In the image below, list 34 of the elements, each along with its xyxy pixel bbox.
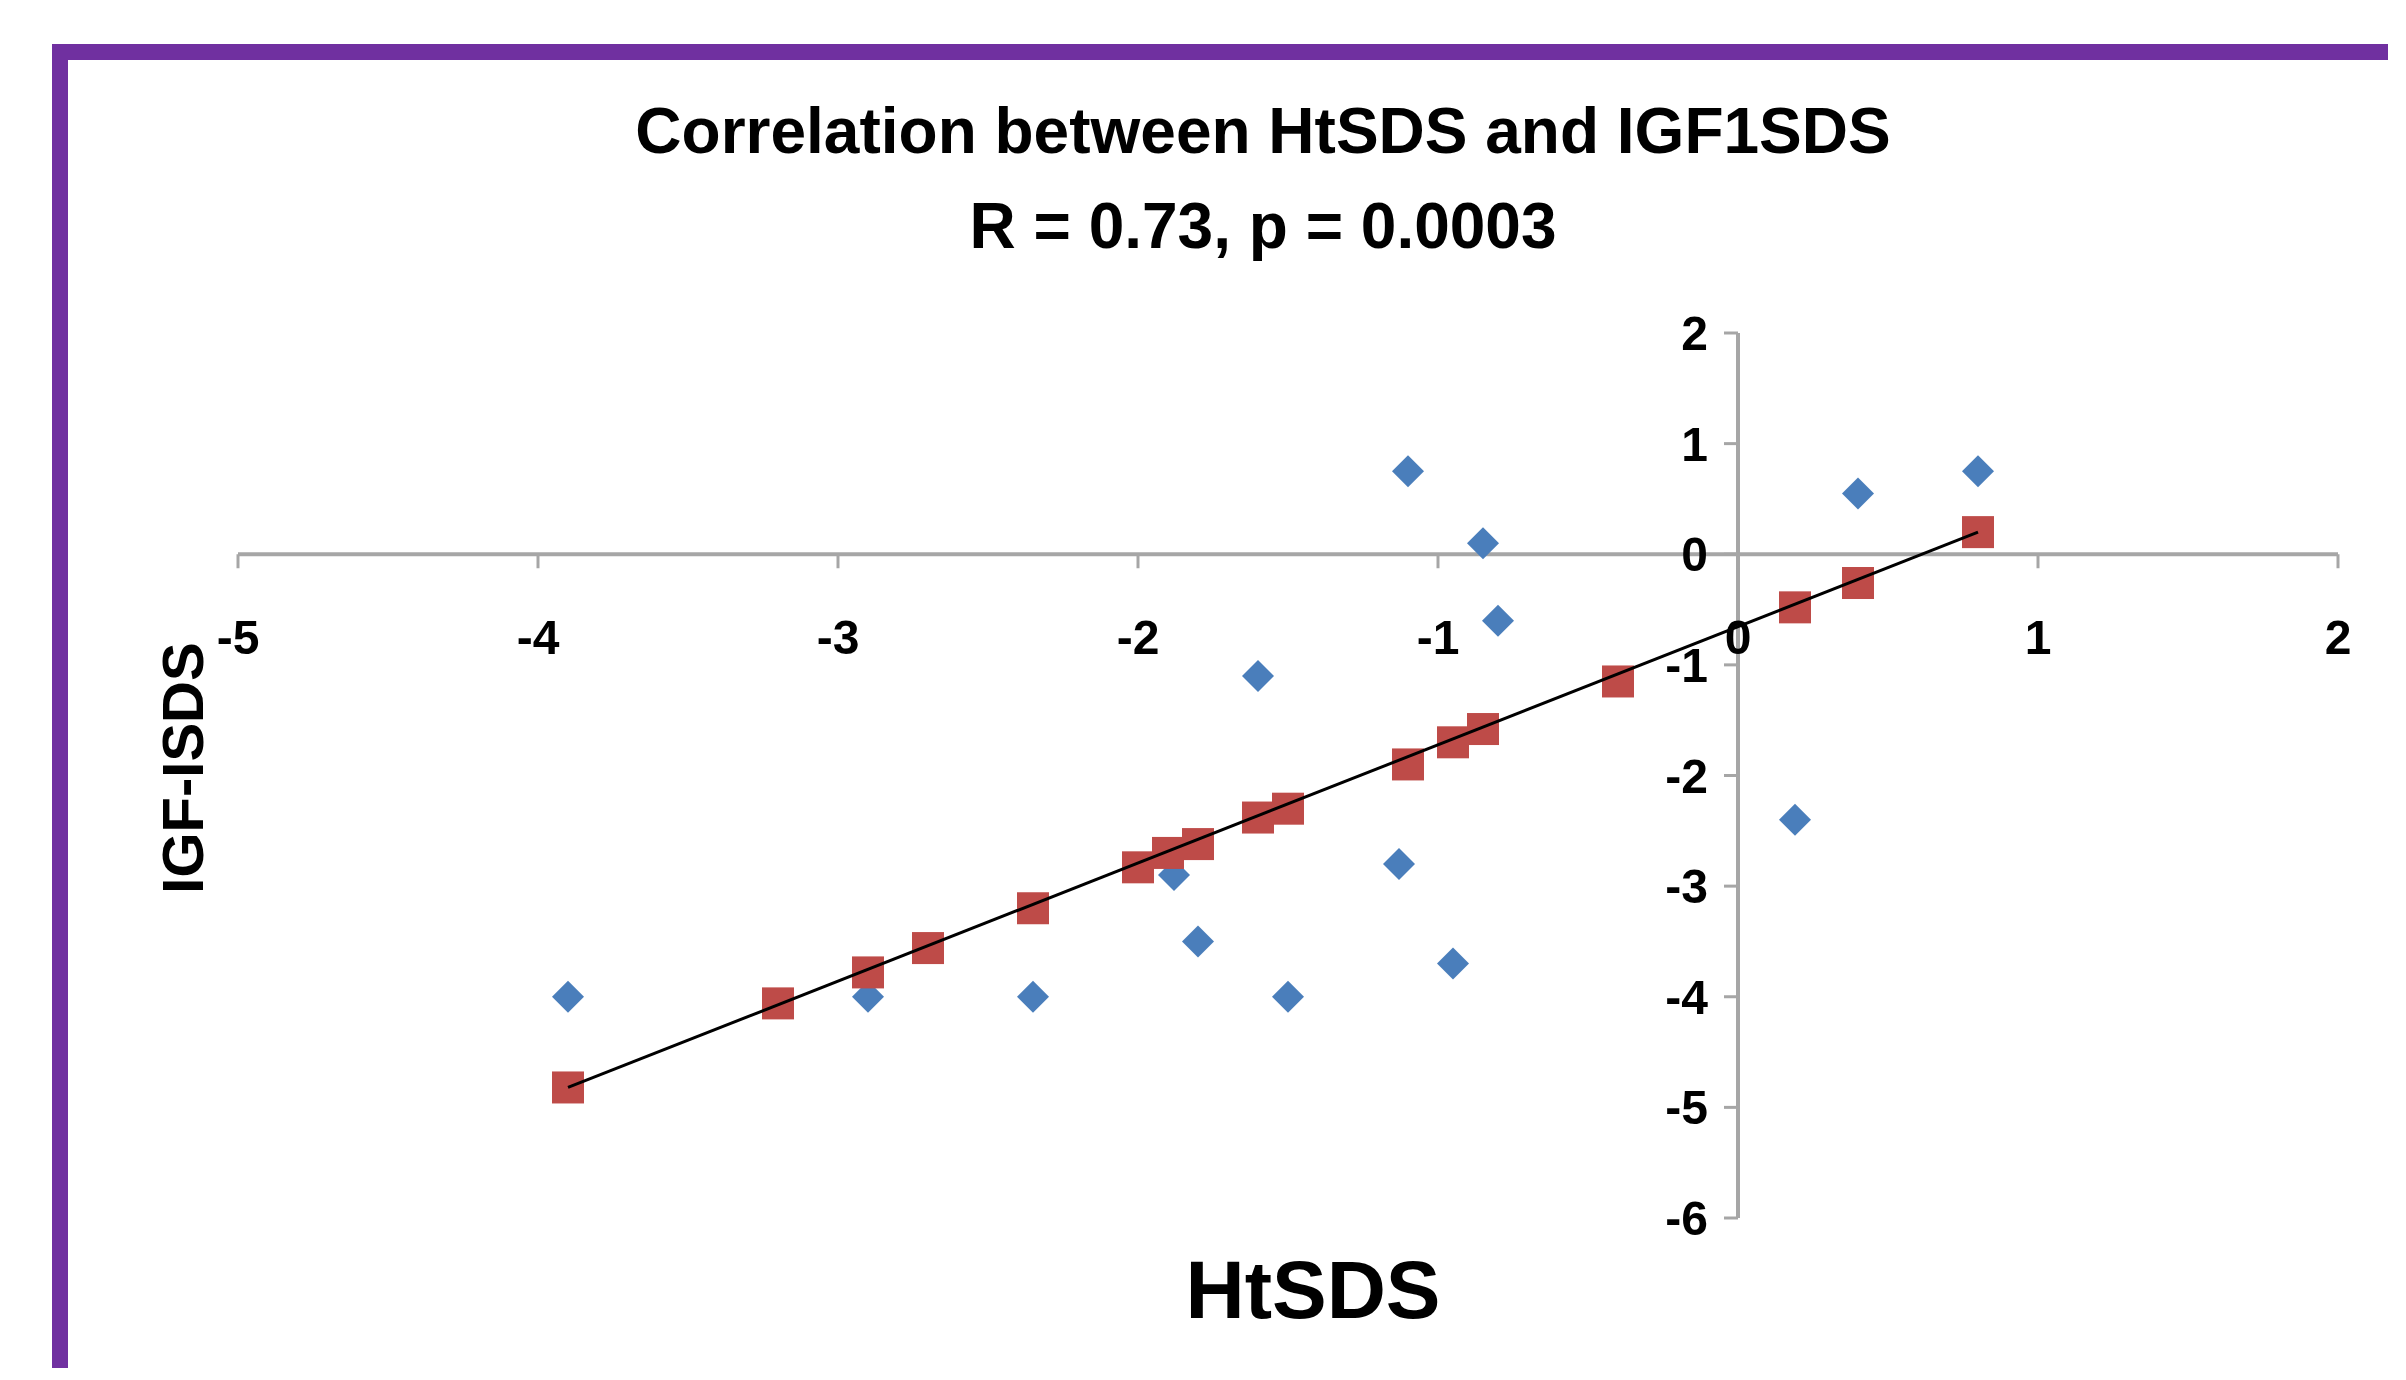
x-tick-label: 2 [2324, 611, 2352, 665]
y-tick-label: 1 [1681, 417, 1708, 471]
chart-title: Correlation between HtSDS and IGF1SDS [635, 95, 1891, 167]
x-tick-label: -5 [216, 611, 260, 665]
point [552, 980, 584, 1013]
point [1962, 455, 1994, 488]
point [1467, 527, 1499, 560]
x-axis-title: HtSDS [1185, 1244, 1441, 1335]
point [1437, 947, 1469, 980]
point [1842, 477, 1874, 510]
y-tick-label: -4 [1665, 970, 1709, 1024]
x-tick-label: 1 [2024, 611, 2052, 665]
point [1482, 604, 1514, 637]
point [1182, 925, 1214, 958]
x-tick-label: -2 [1116, 611, 1160, 665]
point [1383, 848, 1415, 880]
x-tick-label: -4 [516, 611, 560, 665]
x-tick-label: -3 [816, 611, 860, 665]
y-tick-label: -3 [1665, 860, 1708, 914]
y-axis-title: IGF-ISDS [150, 642, 215, 894]
y-tick-label: -6 [1665, 1192, 1708, 1245]
point [1779, 803, 1811, 836]
x-tick-label: -1 [1416, 611, 1460, 665]
y-tick-label: 0 [1681, 528, 1708, 582]
point [1962, 516, 1994, 549]
y-tick-label: 2 [1681, 307, 1708, 360]
chart-subtitle: R = 0.73, p = 0.0003 [969, 190, 1557, 262]
point [1272, 980, 1304, 1013]
y-tick-label: -2 [1665, 749, 1708, 803]
point [552, 1071, 584, 1104]
point [1017, 980, 1049, 1013]
y-tick-label: -5 [1665, 1081, 1708, 1135]
point [1392, 455, 1424, 488]
point [1242, 659, 1274, 692]
